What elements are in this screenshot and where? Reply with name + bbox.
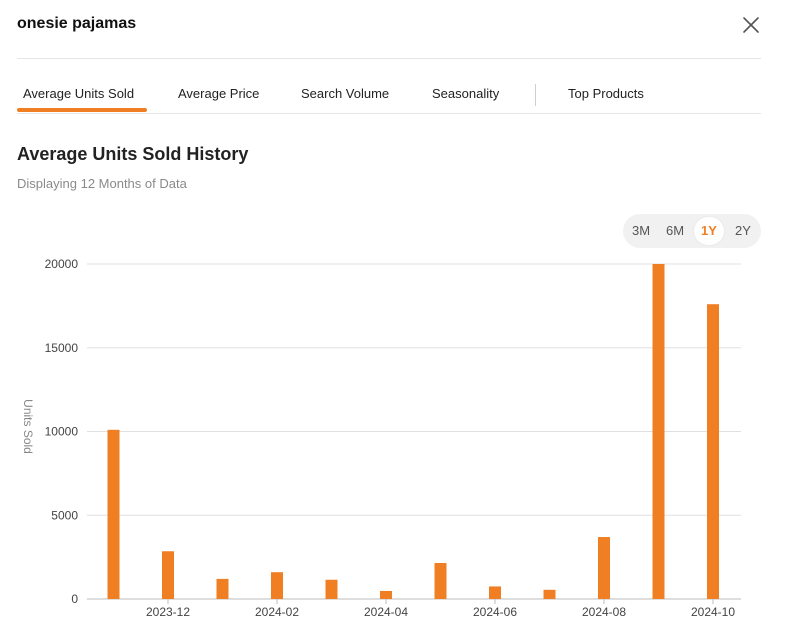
x-tick-label: 2024-06 <box>473 605 517 619</box>
bar <box>707 304 719 599</box>
range-6m-button[interactable]: 6M <box>665 223 685 238</box>
range-1y-button[interactable]: 1Y <box>694 217 724 245</box>
y-tick-label: 10000 <box>45 425 79 439</box>
y-tick-label: 0 <box>71 592 78 606</box>
bar <box>652 264 665 599</box>
bar <box>107 429 120 599</box>
chart-subtitle: Displaying 12 Months of Data <box>17 176 187 191</box>
modal-header: onesie pajamas <box>0 0 787 58</box>
close-icon <box>743 17 759 33</box>
tabs-divider <box>17 113 761 114</box>
tab-seasonality[interactable]: Seasonality <box>432 86 500 101</box>
chart-title: Average Units Sold History <box>17 144 249 164</box>
tab-average-units-sold[interactable]: Average Units Sold <box>23 86 135 101</box>
x-tick-label: 2024-10 <box>691 605 735 619</box>
x-tick-label: 2024-02 <box>255 605 299 619</box>
bar <box>380 590 392 599</box>
y-tick-label: 5000 <box>51 508 78 522</box>
bar <box>162 551 174 599</box>
bar <box>598 537 610 599</box>
tab-search-volume[interactable]: Search Volume <box>301 86 390 101</box>
bar <box>543 589 556 599</box>
header-divider <box>17 58 761 59</box>
page-title: onesie pajamas <box>17 15 137 32</box>
tab-top-products[interactable]: Top Products <box>568 86 644 101</box>
tab-divider <box>535 84 536 106</box>
bar <box>325 579 338 599</box>
range-3m-button[interactable]: 3M <box>631 223 651 238</box>
tab-bar: Average Units Sold Average Price Search … <box>17 59 761 113</box>
tab-average-price[interactable]: Average Price <box>178 86 260 101</box>
x-tick-label: 2023-12 <box>146 605 190 619</box>
bar <box>271 572 283 599</box>
active-tab-indicator <box>17 108 147 112</box>
range-2y-button[interactable]: 2Y <box>735 223 751 238</box>
y-axis-label: Units Sold <box>21 399 35 454</box>
x-tick-label: 2024-04 <box>364 605 408 619</box>
bar <box>489 586 501 599</box>
bar <box>216 578 229 599</box>
x-tick-label: 2024-08 <box>582 605 626 619</box>
y-tick-label: 15000 <box>45 341 79 355</box>
bar <box>434 562 447 599</box>
y-tick-label: 20000 <box>45 257 79 271</box>
close-button[interactable] <box>740 14 762 36</box>
range-selector: 3M 6M 1Y 2Y <box>623 214 761 248</box>
